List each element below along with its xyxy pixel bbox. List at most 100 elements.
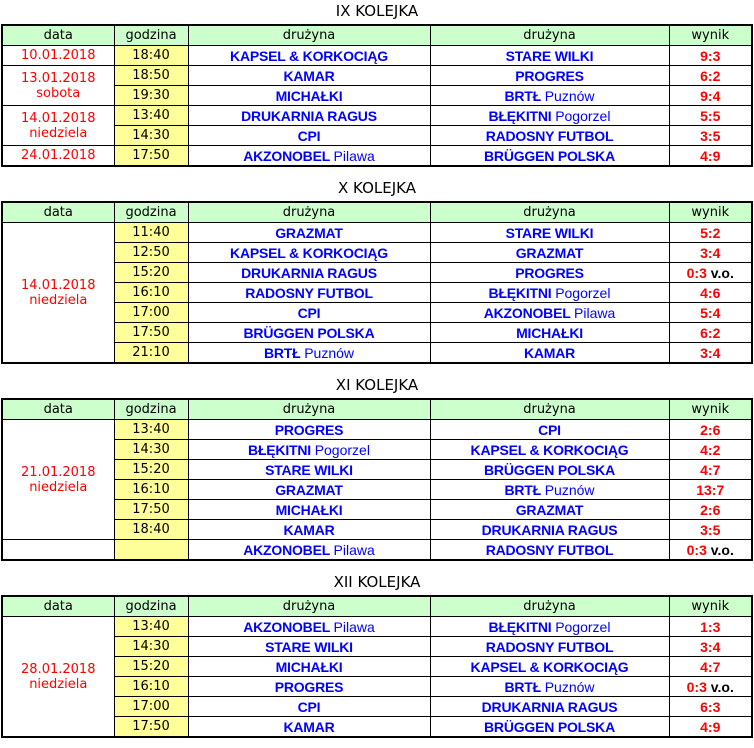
home-team-cell: CPI [187, 302, 431, 323]
col-header-score: wynik [668, 24, 753, 46]
time-cell: 14:30 [113, 439, 189, 460]
col-header-time: godzina [113, 201, 189, 223]
col-header-time: godzina [113, 24, 189, 46]
score-cell: 5:2 [668, 222, 753, 243]
time-cell: 19:30 [113, 85, 189, 106]
date-cell: 14.01.2018 niedziela [1, 105, 115, 146]
away-team-cell: MICHAŁKI [429, 322, 670, 343]
time-cell: 21:10 [113, 342, 189, 364]
score-cell: 0:3 v.o. [668, 539, 753, 561]
time-cell: 11:40 [113, 222, 189, 243]
home-team-cell: MICHAŁKI [187, 499, 431, 520]
home-team-cell: MICHAŁKI [187, 85, 431, 106]
home-team-cell: DRUKARNIA RAGUS [187, 105, 431, 126]
time-cell: 18:50 [113, 65, 189, 86]
score-cell: 9:3 [668, 45, 753, 66]
match-row: 12:50 KAPSEL & KORKOCIĄG GRAZMAT 3:4 [2, 242, 753, 263]
round-title: IX KOLEJKA [335, 2, 419, 20]
time-cell: 17:50 [113, 322, 189, 343]
round-section-xii: XII KOLEJKA data godzina drużyna drużyna… [0, 573, 754, 738]
time-cell: 17:00 [113, 696, 189, 717]
home-team-cell: AKZONOBEL Pilawa [187, 539, 431, 561]
date-cell-empty [1, 539, 115, 561]
home-team-cell: KAMAR [187, 65, 431, 86]
time-cell: 16:10 [113, 282, 189, 303]
date-cell: 24.01.2018 [1, 145, 115, 167]
score-cell: 0:3 v.o. [668, 262, 753, 283]
col-header-home-team: drużyna [187, 595, 431, 617]
header-row: data godzina drużyna drużyna wynik [1, 201, 753, 223]
col-header-away-team: drużyna [429, 24, 670, 46]
away-team-cell: KAPSEL & KORKOCIĄG [429, 656, 670, 677]
round-section-ix: IX KOLEJKA data godzina drużyna drużyna … [0, 2, 754, 167]
time-cell: 18:40 [113, 519, 189, 540]
away-team-cell: RADOSNY FUTBOL [429, 125, 670, 146]
round-title: X KOLEJKA [338, 179, 416, 197]
home-team-cell: BŁĘKITNI Pogorzel [187, 439, 431, 460]
time-cell: 17:50 [113, 499, 189, 520]
score-cell: 4:7 [668, 459, 753, 480]
score-cell: 3:4 [668, 342, 753, 364]
match-row: 14.01.2018 niedziela 13:40 DRUKARNIA RAGU… [1, 105, 753, 146]
time-cell: 15:20 [113, 656, 189, 677]
away-team-cell: BRTŁ Puznów [429, 85, 670, 106]
time-cell: 18:40 [113, 45, 189, 66]
home-team-cell: GRAZMAT [187, 479, 431, 500]
col-header-away-team: drużyna [429, 398, 670, 420]
score-cell: 5:5 [668, 105, 753, 126]
home-team-cell: STARE WILKI [187, 459, 431, 480]
away-team-cell: BRÜGGEN POLSKA [429, 145, 670, 167]
time-cell: 14:30 [113, 636, 189, 657]
home-team-cell: AKZONOBEL Pilawa [187, 616, 431, 637]
home-team-cell: RADOSNY FUTBOL [187, 282, 431, 303]
away-team-cell: BRTŁ Puznów [429, 479, 670, 500]
col-header-date: data [1, 201, 115, 223]
match-row: 24.01.2018 17:50 AKZONOBEL Pilawa BRÜGGE… [1, 145, 753, 167]
match-row: 17:00 CPI DRUKARNIA RAGUS 6:3 [2, 696, 753, 717]
header-row: data godzina drużyna drużyna wynik [1, 398, 753, 420]
away-team-cell: DRUKARNIA RAGUS [429, 519, 670, 540]
date-cell: 21.01.2018 niedziela [1, 419, 115, 540]
match-row: 10.01.2018 18:40 KAPSEL & KORKOCIĄG STAR… [1, 45, 753, 66]
fixtures-table-xii: data godzina drużyna drużyna wynik 28.01… [1, 595, 753, 738]
score-cell: 3:4 [668, 242, 753, 263]
match-row: 15:20 STARE WILKI BRÜGGEN POLSKA 4:7 [2, 459, 753, 480]
away-team-cell: PROGRES [429, 65, 670, 86]
away-team-cell: GRAZMAT [429, 499, 670, 520]
away-team-cell: STARE WILKI [429, 222, 670, 243]
home-team-cell: KAMAR [187, 519, 431, 540]
away-team-cell: DRUKARNIA RAGUS [429, 696, 670, 717]
header-row: data godzina drużyna drużyna wynik [1, 595, 753, 617]
col-header-home-team: drużyna [187, 24, 431, 46]
home-team-cell: PROGRES [187, 676, 431, 697]
col-header-away-team: drużyna [429, 595, 670, 617]
home-team-cell: MICHAŁKI [187, 656, 431, 677]
col-header-date: data [1, 24, 115, 46]
score-cell: 4:9 [668, 145, 753, 167]
home-team-cell: GRAZMAT [187, 222, 431, 243]
time-cell: 16:10 [113, 676, 189, 697]
away-team-cell: RADOSNY FUTBOL [429, 636, 670, 657]
match-row: 19:30 MICHAŁKI BRTŁ Puznów 9:4 [2, 85, 753, 106]
time-cell: 15:20 [113, 459, 189, 480]
away-team-cell: BRÜGGEN POLSKA [429, 716, 670, 738]
time-cell: 13:40 [113, 105, 189, 126]
away-team-cell: RADOSNY FUTBOL [429, 539, 670, 561]
home-team-cell: AKZONOBEL Pilawa [187, 145, 431, 167]
away-team-cell: BŁĘKITNI Pogorzel [429, 282, 670, 303]
score-cell: 4:7 [668, 656, 753, 677]
header-row: data godzina drużyna drużyna wynik [1, 24, 753, 46]
home-team-cell: PROGRES [187, 419, 431, 440]
away-team-cell: BŁĘKITNI Pogorzel [429, 105, 670, 126]
away-team-cell: STARE WILKI [429, 45, 670, 66]
match-row: 14:30 STARE WILKI RADOSNY FUTBOL 3:4 [2, 636, 753, 657]
fixtures-table-x: data godzina drużyna drużyna wynik 14.01… [1, 201, 753, 364]
round-section-x: X KOLEJKA data godzina drużyna drużyna w… [0, 179, 754, 364]
date-cell: 28.01.2018 niedziela [1, 616, 115, 738]
col-header-date: data [1, 398, 115, 420]
score-cell: 6:3 [668, 696, 753, 717]
away-team-cell: GRAZMAT [429, 242, 670, 263]
time-cell: 16:10 [113, 479, 189, 500]
away-team-cell: AKZONOBEL Pilawa [429, 302, 670, 323]
col-header-score: wynik [668, 595, 753, 617]
